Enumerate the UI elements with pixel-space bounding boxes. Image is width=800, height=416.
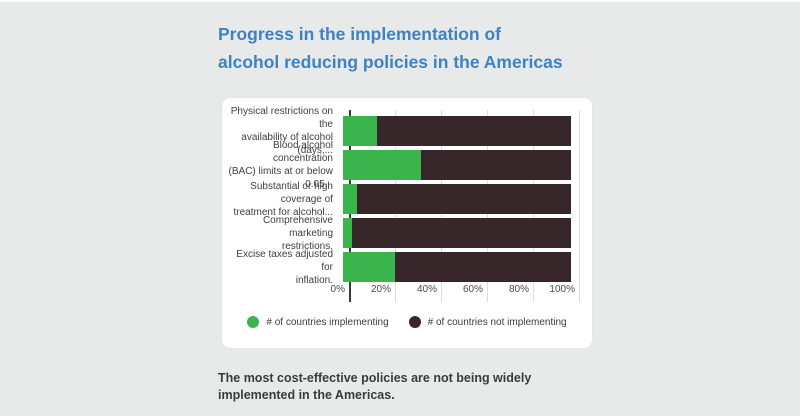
bar-row-bac-limits: Blood alcohol concentration (BAC) limits… xyxy=(222,140,579,190)
chart-card: Physical restrictions on the availabilit… xyxy=(222,98,592,348)
caption-line1: The most cost-effective policies are not… xyxy=(218,371,532,385)
category-label: Blood alcohol concentration (BAC) limits… xyxy=(228,140,333,190)
legend-dot-implementing-icon xyxy=(247,316,260,328)
bar-segment-implementing xyxy=(343,218,353,248)
bar-segment-not-implementing xyxy=(395,252,571,282)
bar-track xyxy=(343,218,571,248)
legend-dot-not-implementing-icon xyxy=(408,316,421,328)
x-tick-80: 80% xyxy=(508,284,529,295)
top-border xyxy=(0,0,800,2)
bar-rows: Physical restrictions on the availabilit… xyxy=(222,106,579,286)
page-title: Progress in the implementation of alcoho… xyxy=(218,20,563,76)
bar-segment-not-implementing xyxy=(356,184,571,214)
bar-track xyxy=(343,150,571,180)
bar-segment-implementing xyxy=(343,150,421,180)
x-tick-40: 40% xyxy=(416,284,437,295)
x-tick-20: 20% xyxy=(370,284,391,295)
legend-label: # of countries not implementing xyxy=(427,316,567,328)
bar-row-excise-taxes: Excise taxes adjusted for inflation. xyxy=(222,249,579,286)
category-label: Substantial or high coverage of treatmen… xyxy=(233,180,334,218)
x-tick-100: 100% xyxy=(549,284,575,295)
bar-track xyxy=(343,116,571,146)
x-tick-60: 60% xyxy=(462,284,483,295)
x-tick-0: 0% xyxy=(330,284,345,295)
x-axis: 0% 20% 40% 60% 80% 100% xyxy=(331,284,579,298)
bar-row-treatment-coverage: Substantial or high coverage of treatmen… xyxy=(222,181,579,218)
category-label: Excise taxes adjusted for inflation. xyxy=(236,248,333,286)
page-title-line2: alcohol reducing policies in the America… xyxy=(218,52,563,72)
bar-segment-not-implementing xyxy=(352,218,571,248)
bar-segment-not-implementing xyxy=(420,150,571,180)
bar-segment-implementing xyxy=(343,252,396,282)
caption-line2: implemented in the Americas. xyxy=(218,388,395,402)
bar-segment-implementing xyxy=(343,116,378,146)
bar-track xyxy=(343,252,571,282)
bar-track xyxy=(343,184,571,214)
page-title-line1: Progress in the implementation of xyxy=(218,24,501,44)
category-label: Physical restrictions on the availabilit… xyxy=(230,106,333,156)
gridline-100 xyxy=(579,110,580,302)
category-label: Comprehensive marketing restrictions. xyxy=(262,214,333,252)
bar-row-physical-restrictions: Physical restrictions on the availabilit… xyxy=(222,106,579,156)
bar-segment-not-implementing xyxy=(377,116,571,146)
legend-item-not-implementing: # of countries not implementing xyxy=(408,316,567,328)
legend-label: # of countries implementing xyxy=(266,316,389,328)
bar-row-marketing-restrictions: Comprehensive marketing restrictions. xyxy=(222,215,579,252)
caption: The most cost-effective policies are not… xyxy=(218,370,598,404)
legend-item-implementing: # of countries implementing xyxy=(247,316,389,328)
legend: # of countries implementing # of countri… xyxy=(222,316,592,328)
bar-segment-implementing xyxy=(343,184,357,214)
